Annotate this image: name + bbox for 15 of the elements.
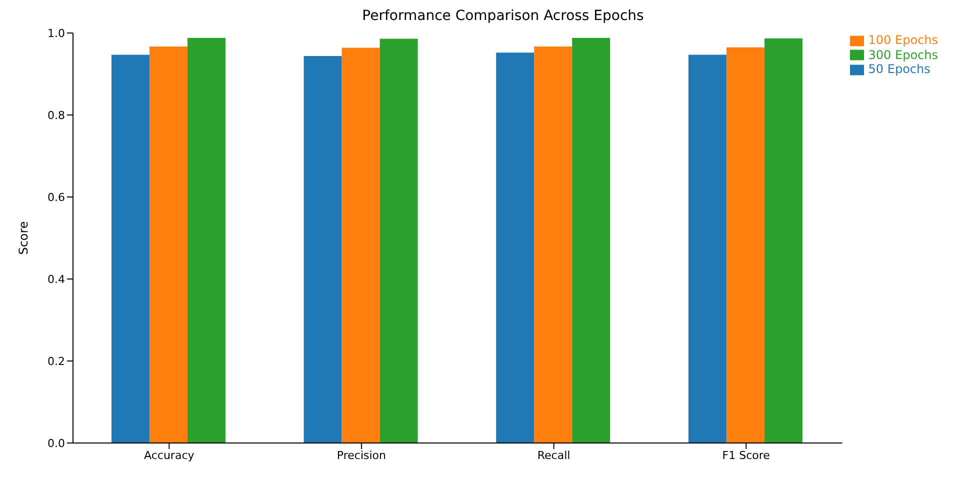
y-tick-label: 0.2 [48, 354, 65, 368]
x-tick-label: Recall [537, 448, 570, 462]
y-tick-label: 0.8 [48, 108, 65, 122]
y-tick-label: 0.6 [48, 190, 65, 204]
legend-label: 100 Epochs [868, 33, 938, 47]
chart-title: Performance Comparison Across Epochs [361, 8, 645, 26]
x-tick-label: Accuracy [144, 448, 195, 462]
y-axis-title: Score [16, 221, 30, 255]
legend-label: 300 Epochs [868, 48, 938, 62]
y-tick-label: 0.0 [48, 436, 65, 450]
y-tick-label: 0.4 [48, 272, 65, 286]
y-tick-label: 1.0 [48, 26, 65, 40]
legend-label: 50 Epochs [868, 62, 930, 76]
x-tick-label: F1 Score [722, 448, 770, 462]
x-tick-label: Precision [336, 448, 386, 462]
